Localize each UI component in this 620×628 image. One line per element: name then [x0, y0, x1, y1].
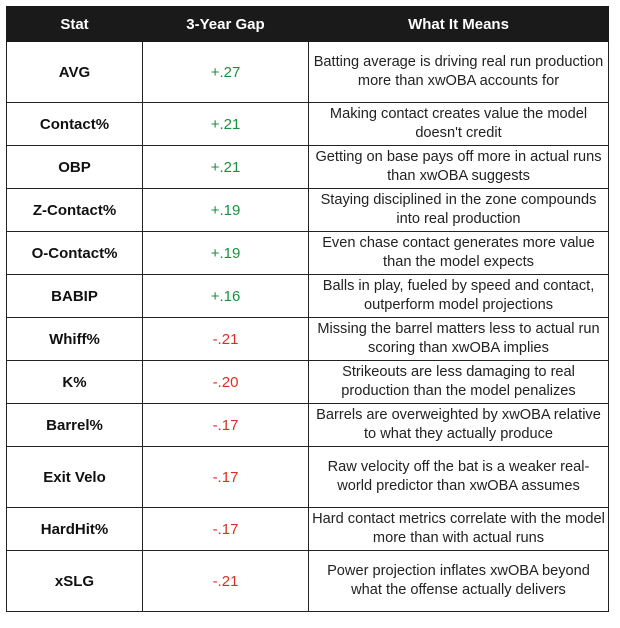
gap-value: +.16 — [142, 274, 309, 318]
table-row: AVG +.27 Batting average is driving real… — [6, 41, 609, 103]
table-row: O-Contact% +.19 Even chase contact gener… — [6, 231, 609, 275]
table-row: Barrel% -.17 Barrels are overweighted by… — [6, 403, 609, 447]
gap-value: -.20 — [142, 360, 309, 404]
gap-value: +.19 — [142, 231, 309, 275]
table-row: xSLG -.21 Power projection inflates xwOB… — [6, 550, 609, 612]
gap-value: -.21 — [142, 550, 309, 612]
meaning-text: Getting on base pays off more in actual … — [308, 145, 609, 189]
meaning-text: Raw velocity off the bat is a weaker rea… — [308, 446, 609, 508]
stat-name: HardHit% — [6, 507, 143, 551]
stat-name: BABIP — [6, 274, 143, 318]
gap-value: +.21 — [142, 145, 309, 189]
gap-value: +.19 — [142, 188, 309, 232]
gap-value: -.21 — [142, 317, 309, 361]
stat-name: Exit Velo — [6, 446, 143, 508]
gap-value: +.27 — [142, 41, 309, 103]
table-row: OBP +.21 Getting on base pays off more i… — [6, 145, 609, 189]
stat-name: O-Contact% — [6, 231, 143, 275]
table-row: HardHit% -.17 Hard contact metrics corre… — [6, 507, 609, 551]
table-row: Contact% +.21 Making contact creates val… — [6, 102, 609, 146]
stat-name: K% — [6, 360, 143, 404]
header-gap: 3-Year Gap — [142, 6, 309, 42]
meaning-text: Strikeouts are less damaging to real pro… — [308, 360, 609, 404]
meaning-text: Making contact creates value the model d… — [308, 102, 609, 146]
meaning-text: Power projection inflates xwOBA beyond w… — [308, 550, 609, 612]
meaning-text: Balls in play, fueled by speed and conta… — [308, 274, 609, 318]
table-row: Z-Contact% +.19 Staying disciplined in t… — [6, 188, 609, 232]
stat-name: Contact% — [6, 102, 143, 146]
header-stat: Stat — [6, 6, 143, 42]
table-header-row: Stat 3-Year Gap What It Means — [6, 6, 609, 42]
gap-value: -.17 — [142, 446, 309, 508]
gap-value: +.21 — [142, 102, 309, 146]
table-row: Exit Velo -.17 Raw velocity off the bat … — [6, 446, 609, 508]
stat-name: OBP — [6, 145, 143, 189]
gap-value: -.17 — [142, 507, 309, 551]
stat-name: AVG — [6, 41, 143, 103]
stat-name: Whiff% — [6, 317, 143, 361]
table-row: Whiff% -.21 Missing the barrel matters l… — [6, 317, 609, 361]
stat-name: Z-Contact% — [6, 188, 143, 232]
meaning-text: Batting average is driving real run prod… — [308, 41, 609, 103]
stat-name: xSLG — [6, 550, 143, 612]
stats-table: Stat 3-Year Gap What It Means AVG +.27 B… — [6, 6, 609, 612]
gap-value: -.17 — [142, 403, 309, 447]
meaning-text: Hard contact metrics correlate with the … — [308, 507, 609, 551]
meaning-text: Staying disciplined in the zone compound… — [308, 188, 609, 232]
stat-name: Barrel% — [6, 403, 143, 447]
table-row: K% -.20 Strikeouts are less damaging to … — [6, 360, 609, 404]
table-row: BABIP +.16 Balls in play, fueled by spee… — [6, 274, 609, 318]
meaning-text: Even chase contact generates more value … — [308, 231, 609, 275]
meaning-text: Missing the barrel matters less to actua… — [308, 317, 609, 361]
meaning-text: Barrels are overweighted by xwOBA relati… — [308, 403, 609, 447]
header-meaning: What It Means — [308, 6, 609, 42]
